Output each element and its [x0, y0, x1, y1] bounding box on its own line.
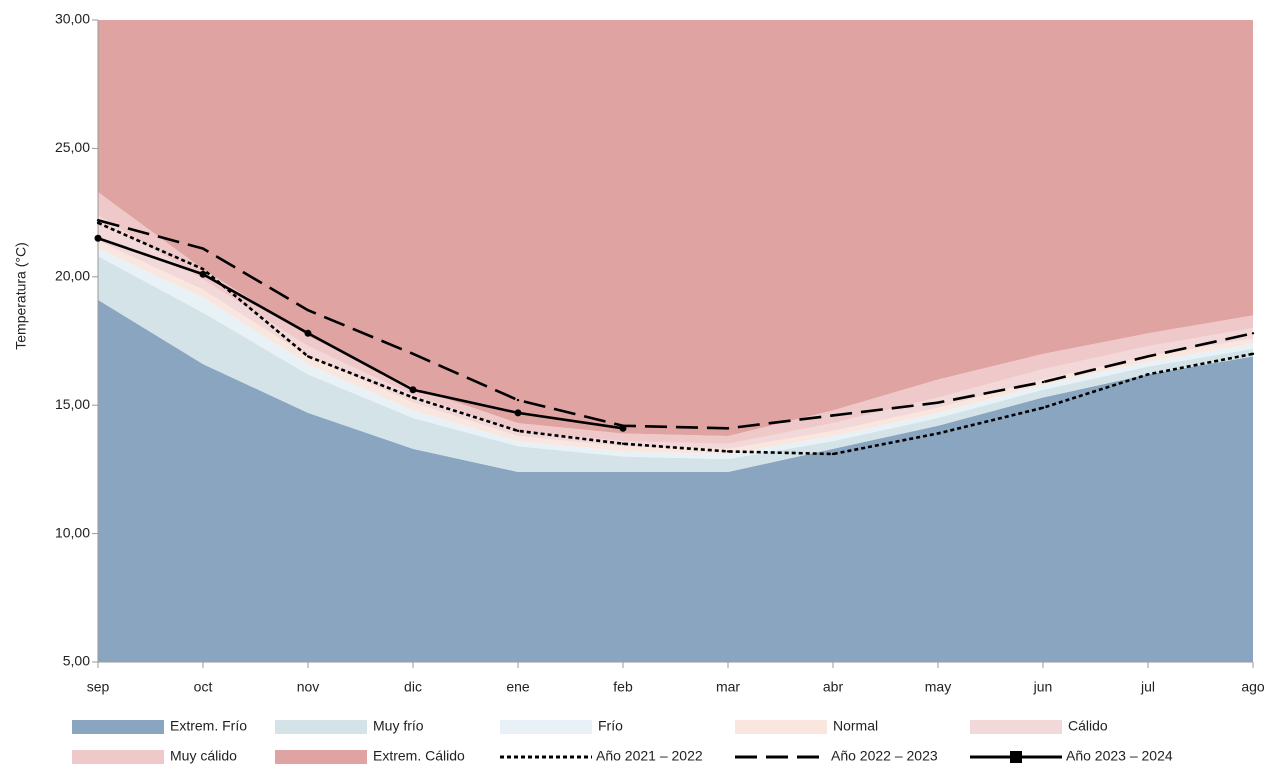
point	[201, 247, 205, 250]
point	[201, 267, 205, 271]
legend-label: Normal	[833, 718, 878, 734]
point	[94, 234, 102, 242]
legend-swatch	[72, 720, 164, 734]
point	[411, 396, 415, 399]
point	[96, 219, 100, 222]
y-tick-label: 30,00	[55, 11, 90, 27]
point	[409, 386, 417, 394]
legend-swatch	[500, 720, 592, 734]
legend-label: Año 2021 – 2022	[596, 748, 703, 764]
band-area	[98, 256, 1253, 472]
point	[514, 409, 522, 417]
legend-swatch	[735, 720, 827, 734]
y-tick-label: 10,00	[55, 524, 90, 540]
x-tick-label: jul	[1140, 679, 1155, 695]
point	[516, 398, 520, 402]
x-tick-label: feb	[613, 679, 633, 695]
point	[411, 352, 415, 356]
x-tick-label: ene	[506, 679, 530, 695]
band-area	[98, 299, 1253, 662]
point	[306, 308, 310, 312]
x-tick-label: sep	[87, 679, 110, 695]
point	[1251, 352, 1255, 356]
point	[619, 424, 627, 432]
point	[621, 442, 625, 445]
legend-label: Año 2023 – 2024	[1066, 748, 1173, 764]
point	[1041, 406, 1045, 409]
point	[516, 429, 520, 433]
y-axis-label: Temperatura (°C)	[13, 242, 29, 350]
legend-label: Frío	[598, 718, 623, 734]
point	[726, 427, 730, 430]
x-tick-label: jun	[1033, 679, 1053, 695]
x-tick-label: mar	[716, 679, 740, 695]
band-area	[98, 20, 1253, 437]
point	[304, 329, 312, 337]
legend-swatch	[72, 750, 164, 764]
point	[1146, 373, 1150, 376]
x-tick-label: ago	[1241, 679, 1265, 695]
band-area	[98, 248, 1253, 460]
legend-label: Muy cálido	[170, 748, 237, 764]
legend-label: Muy frío	[373, 718, 424, 734]
x-tick-label: abr	[823, 679, 844, 695]
legend-label: Cálido	[1068, 718, 1108, 734]
series-line	[97, 237, 624, 430]
point	[936, 401, 940, 404]
legend-swatch	[275, 750, 367, 764]
point	[726, 450, 730, 453]
point	[831, 414, 835, 417]
x-tick-label: dic	[404, 679, 422, 695]
point	[199, 270, 207, 278]
x-tick-label: oct	[194, 679, 213, 695]
band-area	[98, 215, 1253, 449]
legend-label: Extrem. Cálido	[373, 748, 465, 764]
series-line	[97, 219, 1254, 430]
point	[96, 221, 100, 225]
y-tick-label: 15,00	[55, 396, 90, 412]
legend-swatch	[970, 720, 1062, 734]
point	[831, 452, 835, 456]
point	[1251, 332, 1255, 335]
y-tick-label: 25,00	[55, 139, 90, 155]
x-tick-label: nov	[297, 679, 320, 695]
legend-marker	[1010, 751, 1022, 763]
y-tick-label: 20,00	[55, 268, 90, 284]
point	[936, 432, 940, 435]
point	[1146, 355, 1150, 358]
band-area	[98, 192, 1253, 444]
legend-label: Extrem. Frío	[170, 718, 247, 734]
legend-swatch	[275, 720, 367, 734]
point	[1041, 380, 1045, 384]
series-line	[97, 221, 1254, 456]
x-tick-label: may	[925, 679, 951, 695]
legend-label: Año 2022 – 2023	[831, 748, 938, 764]
point	[306, 355, 310, 358]
y-tick-label: 5,00	[63, 653, 90, 669]
